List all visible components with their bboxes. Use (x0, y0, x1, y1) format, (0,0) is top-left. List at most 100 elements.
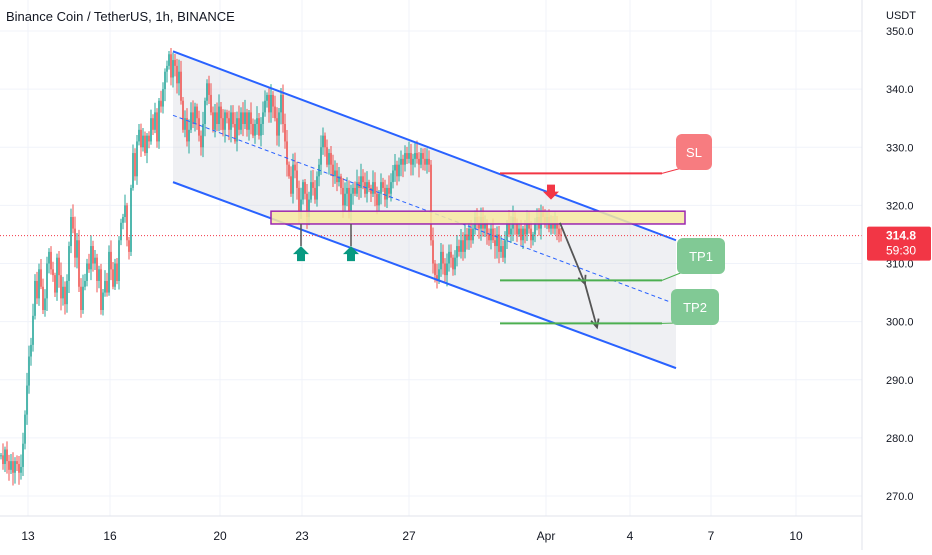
candle-body (432, 240, 434, 263)
candle-body (380, 182, 382, 194)
candle-body (518, 229, 520, 235)
candle-body (106, 281, 108, 293)
candle-body (440, 252, 442, 269)
candle-body (284, 124, 286, 141)
candle-body (384, 188, 386, 200)
candle-body (438, 269, 440, 281)
candle-body (24, 415, 26, 444)
candle-body (418, 159, 420, 165)
candle-body (148, 136, 150, 142)
candle-body (174, 60, 176, 66)
current-price-value: 314.8 (886, 229, 916, 243)
candle-body (122, 217, 124, 223)
time-axis-tick: 23 (295, 529, 309, 543)
candle-body (236, 118, 238, 141)
candle-body (188, 130, 190, 142)
candle-body (444, 264, 446, 276)
candle-body (102, 293, 104, 310)
candle-body (136, 141, 138, 176)
candle-body (246, 112, 248, 129)
candle-body (282, 95, 284, 124)
candle-body (314, 188, 316, 200)
candle-body (172, 60, 174, 77)
time-axis-tick: Apr (537, 529, 556, 543)
candle-body (210, 95, 212, 112)
candle-body (110, 252, 112, 269)
candle-body (410, 153, 412, 165)
candle-body (26, 386, 28, 415)
support-resistance-zone (271, 211, 685, 224)
candle-body (16, 461, 18, 464)
price-scale-tick: 350.0 (886, 26, 914, 38)
candle-body (230, 112, 232, 129)
candle-body (510, 229, 512, 235)
candle-body (194, 107, 196, 124)
candle-body (84, 281, 86, 287)
candle-body (178, 72, 180, 84)
candle-body (180, 72, 182, 101)
candle-body (328, 153, 330, 165)
candle-body (152, 118, 154, 130)
candle-body (134, 153, 136, 176)
candle-body (402, 159, 404, 165)
candle-body (78, 240, 80, 287)
candle-body (522, 229, 524, 241)
candle-body (360, 176, 362, 188)
candle-body (244, 112, 246, 124)
candle-body (158, 101, 160, 142)
candle-body (142, 136, 144, 148)
candle-body (206, 83, 208, 100)
candle-body (14, 461, 16, 473)
time-axis-tick: 10 (789, 529, 803, 543)
candle-body (460, 240, 462, 252)
candle-body (304, 182, 306, 194)
candle-body (100, 269, 102, 310)
title-sep-2: , (170, 9, 177, 24)
candle-body (470, 229, 472, 241)
candle-body (240, 112, 242, 129)
candle-body (558, 229, 560, 235)
candle-body (54, 275, 56, 292)
candle-body (28, 357, 30, 386)
candle-body (150, 118, 152, 141)
candle-body (394, 165, 396, 171)
stop-loss-label: SL (686, 145, 702, 160)
candle-body (108, 252, 110, 293)
candle-body (498, 234, 500, 251)
candle-body (2, 455, 4, 464)
candle-body (426, 159, 428, 165)
candle-body (166, 66, 168, 72)
candle-body (258, 118, 260, 135)
candle-body (374, 182, 376, 194)
chart-symbol: Binance Coin / TetherUS (6, 9, 148, 24)
candle-body (502, 246, 504, 258)
time-axis-tick: 27 (402, 529, 416, 543)
time-axis-tick: 16 (103, 529, 117, 543)
candle-body (76, 240, 78, 257)
candle-body (450, 252, 452, 258)
candle-body (266, 95, 268, 101)
candle-body (382, 182, 384, 188)
candle-body (164, 72, 166, 89)
candle-body (124, 205, 126, 217)
candle-body (160, 101, 162, 107)
candle-body (162, 89, 164, 106)
candle-body (72, 217, 74, 229)
candle-body (0, 455, 2, 456)
candle-body (530, 229, 532, 241)
chart-title: Binance Coin / TetherUS, 1h, BINANCE (6, 9, 235, 24)
candle-body (362, 176, 364, 182)
up-arrow-icon (293, 246, 309, 261)
candle-body (494, 240, 496, 246)
candle-body (408, 153, 410, 159)
candle-body (88, 264, 90, 270)
candle-body (38, 269, 40, 298)
candle-body (348, 188, 350, 211)
candle-body (154, 112, 156, 129)
candle-body (30, 345, 32, 357)
price-scale-tick: 300.0 (886, 317, 914, 329)
candle-body (58, 258, 60, 275)
candle-body (18, 464, 20, 473)
